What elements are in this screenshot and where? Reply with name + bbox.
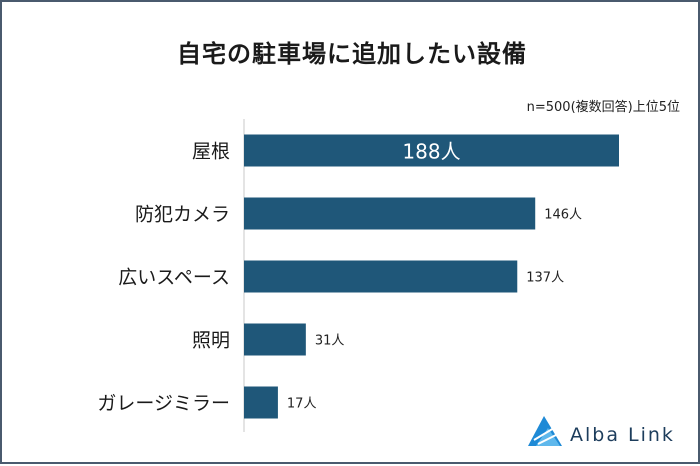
category-label: ガレージミラー [97,393,230,415]
value-label: 146人 [544,208,582,223]
chart-title: 自宅の駐車場に追加したい設備 [177,40,527,68]
value-label: 31人 [315,334,345,349]
value-label: 17人 [287,397,317,412]
brand-name: Alba Link [570,424,675,446]
category-label: 屋根 [192,141,230,163]
bar [244,197,536,230]
bar [244,323,306,356]
sample-note: n=500(複数回答)上位5位 [526,100,680,115]
category-label: 防犯カメラ [135,204,230,226]
brand-logo: Alba Link [524,410,694,454]
value-label: 137人 [526,271,564,286]
category-label: 広いスペース [118,267,230,289]
bar [244,386,278,419]
bar [244,134,619,167]
bar [244,260,518,293]
value-label: 188人 [402,140,460,164]
brand-mark-icon [528,416,562,446]
category-label: 照明 [192,330,230,352]
